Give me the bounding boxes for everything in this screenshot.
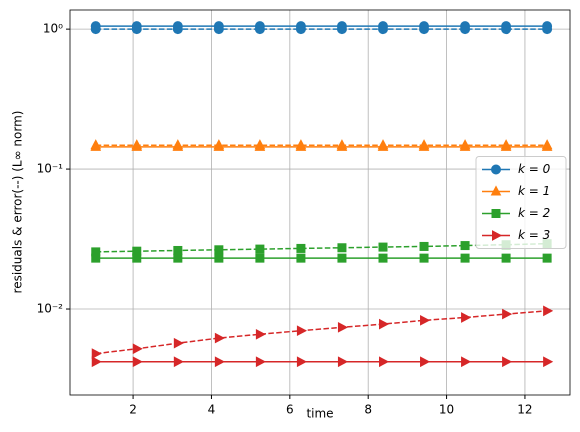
- marker: [296, 356, 307, 368]
- marker: [419, 253, 429, 263]
- marker: [337, 253, 347, 263]
- marker: [379, 356, 390, 368]
- marker: [295, 21, 306, 32]
- marker: [501, 253, 511, 263]
- marker: [543, 356, 554, 368]
- marker: [461, 312, 472, 323]
- marker: [420, 356, 431, 368]
- x-axis-label: time: [306, 407, 333, 421]
- marker: [502, 308, 513, 320]
- marker: [255, 356, 266, 368]
- marker: [255, 244, 265, 254]
- marker: [90, 21, 101, 32]
- marker: [337, 321, 349, 333]
- marker: [214, 245, 224, 255]
- marker: [460, 253, 470, 263]
- marker: [502, 356, 513, 368]
- marker: [296, 253, 306, 263]
- y-tick-label: 10⁻²: [37, 302, 64, 316]
- marker: [172, 140, 184, 151]
- marker: [542, 21, 553, 32]
- marker: [132, 253, 142, 263]
- marker: [378, 242, 388, 252]
- marker: [91, 253, 101, 263]
- legend-label: k = 2: [518, 206, 550, 220]
- marker: [379, 318, 390, 330]
- marker: [500, 140, 512, 151]
- marker: [173, 356, 184, 368]
- legend-label: k = 1: [518, 184, 550, 198]
- marker: [214, 253, 224, 263]
- marker: [460, 241, 470, 251]
- marker: [336, 21, 347, 32]
- marker: [296, 325, 307, 337]
- marker: [378, 253, 388, 263]
- marker: [459, 140, 471, 151]
- marker: [254, 21, 265, 32]
- y-tick-label: 10⁰: [43, 22, 63, 36]
- marker: [492, 230, 503, 241]
- marker: [132, 356, 143, 368]
- marker: [254, 140, 266, 151]
- marker: [501, 21, 512, 32]
- marker: [543, 305, 554, 317]
- marker: [173, 253, 183, 263]
- x-tick-label: 10: [439, 403, 454, 417]
- marker: [255, 253, 265, 263]
- marker: [337, 243, 347, 253]
- marker: [173, 245, 183, 255]
- legend-label: k = 0: [518, 162, 551, 176]
- marker: [214, 332, 225, 344]
- marker: [377, 140, 389, 151]
- x-tick-label: 4: [208, 403, 216, 417]
- error-line: [95, 242, 548, 253]
- x-tick-label: 8: [364, 403, 372, 417]
- marker: [419, 241, 429, 251]
- marker: [172, 21, 183, 32]
- marker: [131, 21, 142, 32]
- marker: [173, 337, 184, 349]
- marker: [491, 164, 501, 175]
- marker: [214, 356, 225, 368]
- marker: [419, 21, 430, 32]
- marker: [213, 21, 224, 32]
- marker: [541, 140, 553, 151]
- marker: [542, 253, 552, 263]
- marker: [337, 356, 349, 368]
- marker: [336, 140, 348, 151]
- x-tick-label: 12: [517, 403, 532, 417]
- x-tick-label: 6: [286, 403, 294, 417]
- marker: [91, 348, 102, 359]
- marker: [461, 356, 472, 368]
- marker: [131, 140, 143, 151]
- error-line: [95, 310, 548, 355]
- marker: [460, 21, 471, 32]
- legend-box: [475, 156, 567, 249]
- marker: [91, 356, 102, 368]
- marker: [420, 315, 431, 326]
- plot-frame: [69, 9, 571, 396]
- marker: [255, 328, 266, 340]
- marker: [490, 185, 502, 196]
- marker: [418, 140, 430, 151]
- marker: [491, 209, 501, 218]
- marker: [296, 243, 306, 253]
- y-tick-label: 10⁻¹: [37, 162, 64, 176]
- marker: [213, 140, 225, 151]
- y-axis-label: residuals & error(--) (L∞ norm): [11, 111, 25, 294]
- marker: [132, 343, 143, 355]
- marker: [295, 140, 307, 151]
- x-tick-label: 2: [129, 403, 137, 417]
- legend-label: k = 3: [518, 228, 550, 242]
- marker: [90, 140, 102, 151]
- marker: [378, 21, 389, 32]
